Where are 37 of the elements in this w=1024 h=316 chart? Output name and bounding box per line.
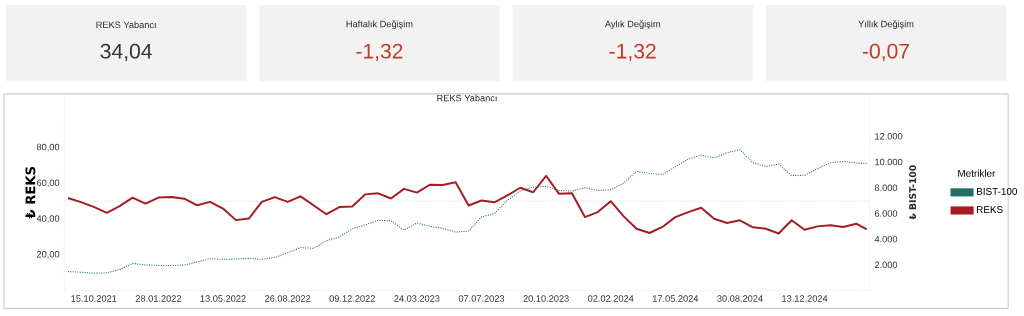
y-tick-label: 20,00 (36, 250, 60, 259)
x-tick-label: 13.05.2022 (200, 295, 246, 302)
y2-tick-label: 2.000 (874, 261, 898, 268)
x-tick-label: 30.08.2024 (717, 295, 763, 302)
x-tick-label: 24.03.2023 (394, 295, 440, 302)
y-tick-label: 80,00 (36, 143, 60, 152)
text: -1,32 (609, 43, 656, 61)
legend-label: REKS (977, 205, 1003, 213)
chart-title: REKS Yabancı (437, 94, 497, 102)
x-tick-label: 07.07.2023 (458, 295, 505, 302)
text: -0,07 (862, 43, 909, 61)
legend-label: BIST-100 (977, 187, 1018, 195)
x-tick-label: 02.02.2024 (587, 295, 634, 302)
legend-title: Metrikler (958, 169, 996, 177)
y2-tick-label: 8.000 (874, 184, 898, 191)
text: REKS Yabancı (96, 21, 156, 28)
text: Yıllık Değişim (858, 20, 914, 29)
x-tick-label: 17.05.2024 (652, 295, 699, 302)
y-tick-label: 40,00 (36, 215, 60, 223)
x-tick-label: 15.10.2021 (71, 295, 117, 302)
x-tick-label: 28.01.2022 (135, 295, 182, 302)
text: -1,32 (356, 43, 403, 61)
x-tick-label: 13.12.2024 (782, 295, 828, 302)
x-tick-label: 09.12.2022 (329, 295, 375, 302)
text: Haftalık Değişim (346, 20, 413, 29)
y2-tick-label: 10.000 (875, 158, 903, 166)
y2-axis-title: ₺ BIST-100 (909, 165, 917, 220)
y2-tick-label: 12.000 (875, 132, 903, 140)
y-tick-label: 60,00 (36, 179, 60, 187)
x-tick-label: 20.10.2023 (523, 295, 569, 302)
y2-tick-label: 4.000 (874, 235, 898, 243)
y-axis-title: ₺ REKS (25, 166, 36, 219)
line-series (67, 149, 868, 274)
text: 34,04 (100, 43, 152, 61)
x-tick-label: 26.08.2022 (265, 295, 311, 302)
y2-tick-label: 6.000 (874, 210, 898, 217)
text: Aylık Değişim (604, 20, 660, 29)
